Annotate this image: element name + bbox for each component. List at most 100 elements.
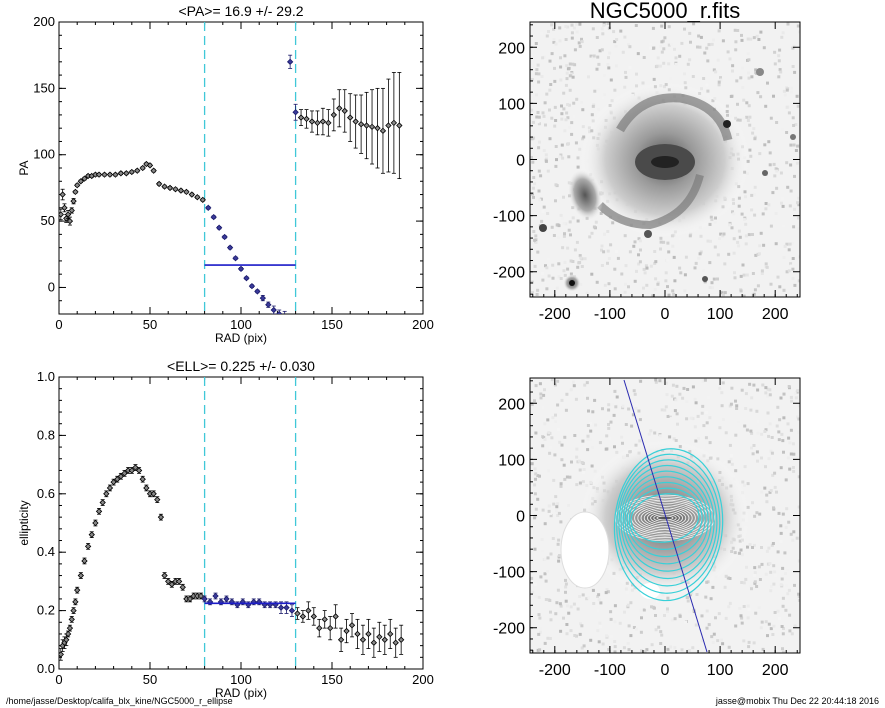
noise-pixel: [595, 280, 599, 284]
noise-pixel: [541, 549, 545, 553]
noise-pixel: [742, 581, 746, 585]
noise-pixel: [753, 288, 757, 292]
noise-pixel: [675, 412, 679, 416]
noise-pixel: [551, 263, 555, 267]
noise-pixel: [756, 388, 760, 392]
noise-pixel: [569, 259, 573, 263]
noise-pixel: [769, 570, 773, 574]
noise-pixel: [737, 420, 741, 424]
noise-pixel: [562, 616, 565, 620]
noise-pixel: [564, 118, 568, 122]
ellipse-fit: [626, 481, 706, 558]
noise-pixel: [554, 495, 558, 499]
noise-pixel: [575, 447, 579, 451]
noise-pixel: [666, 647, 670, 651]
noise-pixel: [565, 632, 569, 636]
data-point: [139, 476, 146, 483]
noise-pixel: [585, 484, 589, 487]
noise-pixel: [776, 550, 780, 554]
noise-pixel: [615, 450, 619, 454]
noise-pixel: [781, 204, 785, 208]
noise-pixel: [696, 414, 700, 418]
noise-pixel: [751, 501, 754, 505]
noise-pixel: [767, 622, 771, 626]
noise-pixel: [615, 249, 618, 253]
noise-pixel: [745, 115, 749, 119]
data-point: [188, 191, 196, 198]
data-point: [68, 207, 75, 214]
data-point: [397, 636, 405, 643]
noise-pixel: [564, 25, 568, 28]
noise-pixel: [749, 429, 753, 433]
noise-pixel: [573, 248, 577, 252]
noise-pixel: [552, 381, 556, 385]
noise-pixel: [553, 79, 557, 83]
data-point: [103, 490, 110, 497]
noise-pixel: [609, 617, 613, 621]
noise-pixel: [740, 388, 744, 392]
noise-pixel: [537, 72, 541, 76]
noise-pixel: [698, 252, 702, 256]
noise-pixel: [609, 610, 613, 614]
noise-pixel: [728, 57, 732, 61]
noise-pixel: [645, 283, 649, 287]
noise-pixel: [777, 511, 781, 515]
noise-pixel: [753, 571, 757, 575]
noise-pixel: [780, 201, 783, 205]
noise-pixel: [733, 276, 737, 280]
data-point: [139, 164, 146, 172]
data-point: [74, 182, 81, 189]
noise-pixel: [607, 403, 611, 407]
ellipse-fit: [628, 487, 703, 550]
noise-pixel: [742, 117, 746, 121]
noise-pixel: [664, 271, 668, 275]
noise-pixel: [629, 634, 633, 638]
noise-pixel: [573, 634, 577, 637]
noise-pixel: [585, 597, 589, 601]
noise-pixel: [537, 595, 541, 599]
data-point: [365, 630, 372, 638]
noise-pixel: [797, 505, 800, 509]
data-point: [215, 224, 223, 231]
noise-pixel: [550, 378, 554, 382]
data-point: [379, 127, 387, 135]
noise-pixel: [705, 46, 709, 50]
noise-pixel: [769, 585, 773, 588]
data-point: [61, 204, 68, 211]
noise-pixel: [678, 54, 682, 58]
noise-pixel: [734, 48, 738, 52]
noise-pixel: [748, 585, 752, 589]
noise-pixel: [784, 572, 788, 576]
noise-pixel: [613, 650, 617, 653]
data-point: [352, 118, 359, 125]
noise-pixel: [624, 423, 628, 426]
noise-pixel: [568, 475, 572, 479]
noise-pixel: [538, 140, 541, 144]
noise-pixel: [782, 450, 785, 454]
noise-pixel: [711, 286, 714, 290]
noise-pixel: [539, 392, 543, 396]
noise-pixel: [705, 411, 709, 414]
noise-pixel: [635, 627, 638, 631]
noise-pixel: [599, 601, 603, 605]
noise-pixel: [772, 94, 775, 98]
image-x-tick-label: 0: [661, 662, 670, 679]
noise-pixel: [699, 35, 703, 39]
noise-pixel: [788, 441, 792, 445]
noise-pixel: [638, 260, 642, 264]
noise-pixel: [572, 101, 576, 105]
noise-pixel: [573, 434, 577, 437]
noise-pixel: [756, 284, 760, 288]
noise-pixel: [555, 197, 559, 201]
data-point: [357, 121, 365, 128]
noise-pixel: [792, 530, 796, 534]
data-point: [221, 233, 228, 241]
noise-pixel: [564, 408, 568, 412]
noise-pixel: [673, 279, 677, 283]
data-point: [154, 496, 161, 503]
footer-path: /home/jasse/Desktop/califa_blx_kine/NGC5…: [6, 696, 233, 706]
noise-pixel: [764, 207, 768, 211]
y-tick-label: 0.6: [37, 486, 55, 501]
noise-pixel: [670, 42, 673, 46]
noise-pixel: [753, 137, 757, 141]
